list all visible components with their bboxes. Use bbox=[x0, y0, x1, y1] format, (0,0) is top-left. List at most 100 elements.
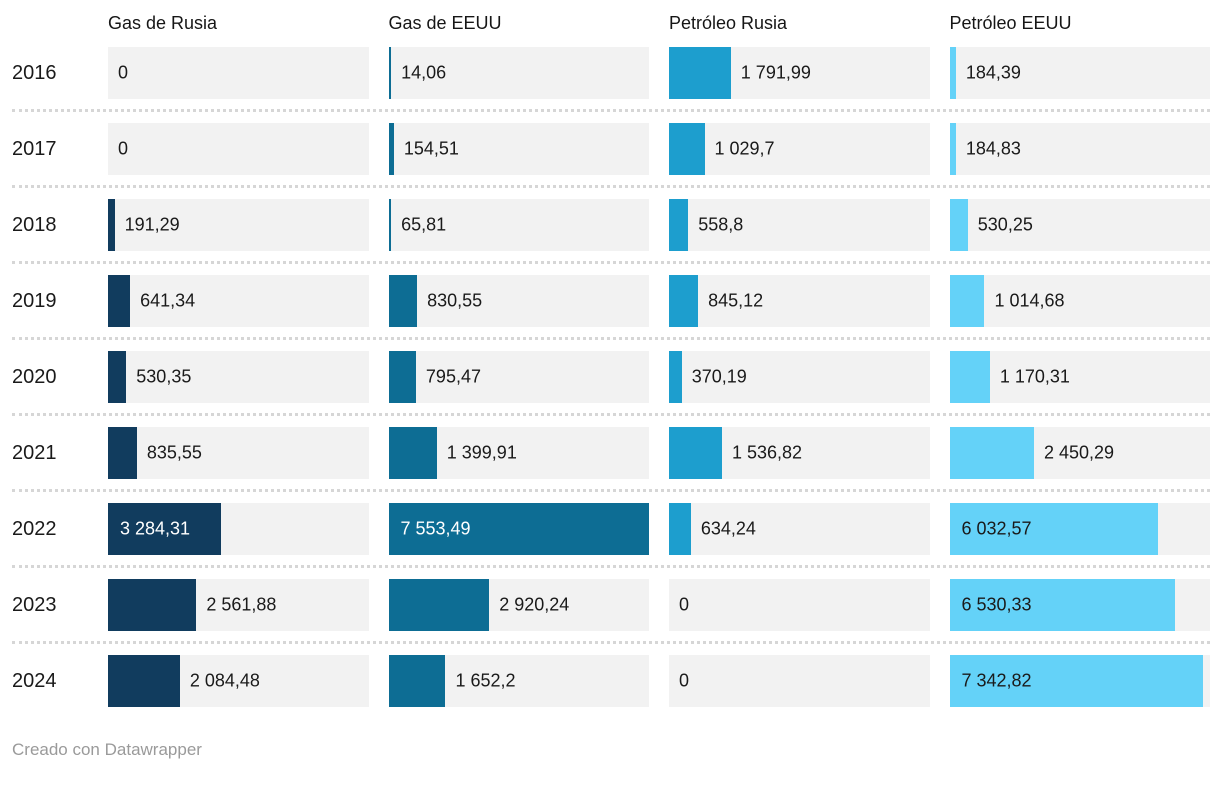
bar-track: 370,19 bbox=[669, 351, 930, 403]
bar-track: 845,12 bbox=[669, 275, 930, 327]
value-label: 835,55 bbox=[146, 442, 202, 463]
value-label: 6 530,33 bbox=[961, 594, 1032, 615]
value-label: 184,39 bbox=[965, 62, 1021, 83]
bar-track: 65,81 bbox=[388, 199, 649, 251]
value-label: 558,8 bbox=[698, 214, 744, 235]
value-label: 7 342,82 bbox=[961, 670, 1032, 691]
value-label: 6 032,57 bbox=[961, 518, 1032, 539]
row-separator bbox=[12, 565, 1210, 568]
bar bbox=[669, 123, 705, 175]
bar-track: 1 791,99 bbox=[669, 47, 930, 99]
bar-track: 6 032,57 bbox=[949, 503, 1210, 555]
value-label: 830,55 bbox=[427, 290, 483, 311]
bar bbox=[949, 199, 968, 251]
value-label: 1 029,7 bbox=[714, 138, 775, 159]
bar bbox=[108, 503, 222, 555]
value-label: 1 536,82 bbox=[732, 442, 803, 463]
value-label: 2 920,24 bbox=[499, 594, 570, 615]
year-label: 2021 bbox=[12, 441, 57, 464]
bar-track: 1 170,31 bbox=[949, 351, 1210, 403]
bar bbox=[388, 427, 437, 479]
bar-track: 7 342,82 bbox=[949, 655, 1210, 707]
bar-track: 1 399,91 bbox=[388, 427, 649, 479]
bar bbox=[949, 427, 1034, 479]
row-separator bbox=[12, 413, 1210, 416]
value-label: 845,12 bbox=[708, 290, 764, 311]
chart-rows: 2016 0 14,06 1 791,99 184,39 2017 0 154,51 1 029… bbox=[12, 47, 1210, 707]
bar-track: 0 bbox=[108, 47, 369, 99]
column-header-petroleo-eeuu: Petróleo EEUU bbox=[949, 13, 1072, 33]
bar-track: 154,51 bbox=[388, 123, 649, 175]
bar-track: 0 bbox=[108, 123, 369, 175]
bar bbox=[669, 275, 699, 327]
bar bbox=[388, 199, 391, 251]
bar-track: 2 920,24 bbox=[388, 579, 649, 631]
year-label: 2023 bbox=[12, 593, 57, 616]
bar-track: 2 561,88 bbox=[108, 579, 369, 631]
column-header-petroleo-rusia: Petróleo Rusia bbox=[669, 13, 788, 33]
bar-track: 7 553,49 bbox=[388, 503, 649, 555]
bar-track: 14,06 bbox=[388, 47, 649, 99]
value-label: 641,34 bbox=[140, 290, 196, 311]
bar bbox=[949, 47, 956, 99]
bar bbox=[949, 275, 985, 327]
row-separator bbox=[12, 337, 1210, 340]
chart-row-2021: 2021 835,55 1 399,91 1 536,82 2 450,29 bbox=[12, 427, 1210, 479]
chart-row-2018: 2018 191,29 65,81 558,8 530,25 bbox=[12, 199, 1210, 251]
chart-row-2022: 2022 3 284,31 7 553,49 634,24 6 032,57 bbox=[12, 503, 1210, 555]
bar bbox=[388, 123, 394, 175]
bar-track: 1 536,82 bbox=[669, 427, 930, 479]
year-label: 2016 bbox=[12, 61, 57, 84]
value-label: 65,81 bbox=[401, 214, 447, 235]
column-header-gas-eeuu: Gas de EEUU bbox=[388, 13, 502, 33]
bar-track: 1 652,2 bbox=[388, 655, 649, 707]
bar bbox=[669, 47, 731, 99]
bar bbox=[388, 655, 446, 707]
value-label: 184,83 bbox=[965, 138, 1021, 159]
column-header-gas-rusia: Gas de Rusia bbox=[108, 13, 218, 33]
bar-track: 641,34 bbox=[108, 275, 369, 327]
bar bbox=[388, 47, 391, 99]
bar bbox=[949, 123, 956, 175]
bar bbox=[108, 351, 127, 403]
bar-track: 1 029,7 bbox=[669, 123, 930, 175]
bar-track: 795,47 bbox=[388, 351, 649, 403]
row-separator bbox=[12, 261, 1210, 264]
bar bbox=[108, 199, 115, 251]
value-label: 0 bbox=[118, 62, 129, 83]
row-separator bbox=[12, 109, 1210, 112]
bar bbox=[669, 427, 722, 479]
year-label: 2018 bbox=[12, 213, 57, 236]
value-label: 530,25 bbox=[977, 214, 1033, 235]
bar bbox=[669, 199, 689, 251]
bar bbox=[108, 655, 180, 707]
chart-row-2024: 2024 2 084,48 1 652,2 0 7 342,82 bbox=[12, 655, 1210, 707]
year-label: 2017 bbox=[12, 137, 57, 160]
year-label: 2020 bbox=[12, 365, 57, 388]
bar-track: 530,25 bbox=[949, 199, 1210, 251]
value-label: 1 014,68 bbox=[994, 290, 1065, 311]
bar bbox=[388, 275, 418, 327]
chart-row-2016: 2016 0 14,06 1 791,99 184,39 bbox=[12, 47, 1210, 99]
value-label: 1 399,91 bbox=[446, 442, 517, 463]
bar-track: 634,24 bbox=[669, 503, 930, 555]
value-label: 14,06 bbox=[401, 62, 447, 83]
chart-row-2020: 2020 530,35 795,47 370,19 1 170,31 bbox=[12, 351, 1210, 403]
bar-track: 3 284,31 bbox=[108, 503, 369, 555]
year-label: 2024 bbox=[12, 669, 57, 692]
bar-track: 184,83 bbox=[949, 123, 1210, 175]
column-headers: Gas de Rusia Gas de EEUU Petróleo Rusia … bbox=[12, 12, 1210, 34]
bar bbox=[949, 655, 1203, 707]
bar-track: 184,39 bbox=[949, 47, 1210, 99]
year-label: 2019 bbox=[12, 289, 57, 312]
value-label: 2 450,29 bbox=[1044, 442, 1115, 463]
value-label: 634,24 bbox=[700, 518, 756, 539]
chart-row-2023: 2023 2 561,88 2 920,24 0 6 530,33 bbox=[12, 579, 1210, 631]
value-label: 3 284,31 bbox=[120, 518, 191, 539]
bar-track: 530,35 bbox=[108, 351, 369, 403]
datawrapper-credit-link[interactable]: Creado con Datawrapper bbox=[12, 740, 202, 759]
value-label: 795,47 bbox=[425, 366, 481, 387]
value-label: 2 084,48 bbox=[189, 670, 260, 691]
bar bbox=[949, 503, 1158, 555]
